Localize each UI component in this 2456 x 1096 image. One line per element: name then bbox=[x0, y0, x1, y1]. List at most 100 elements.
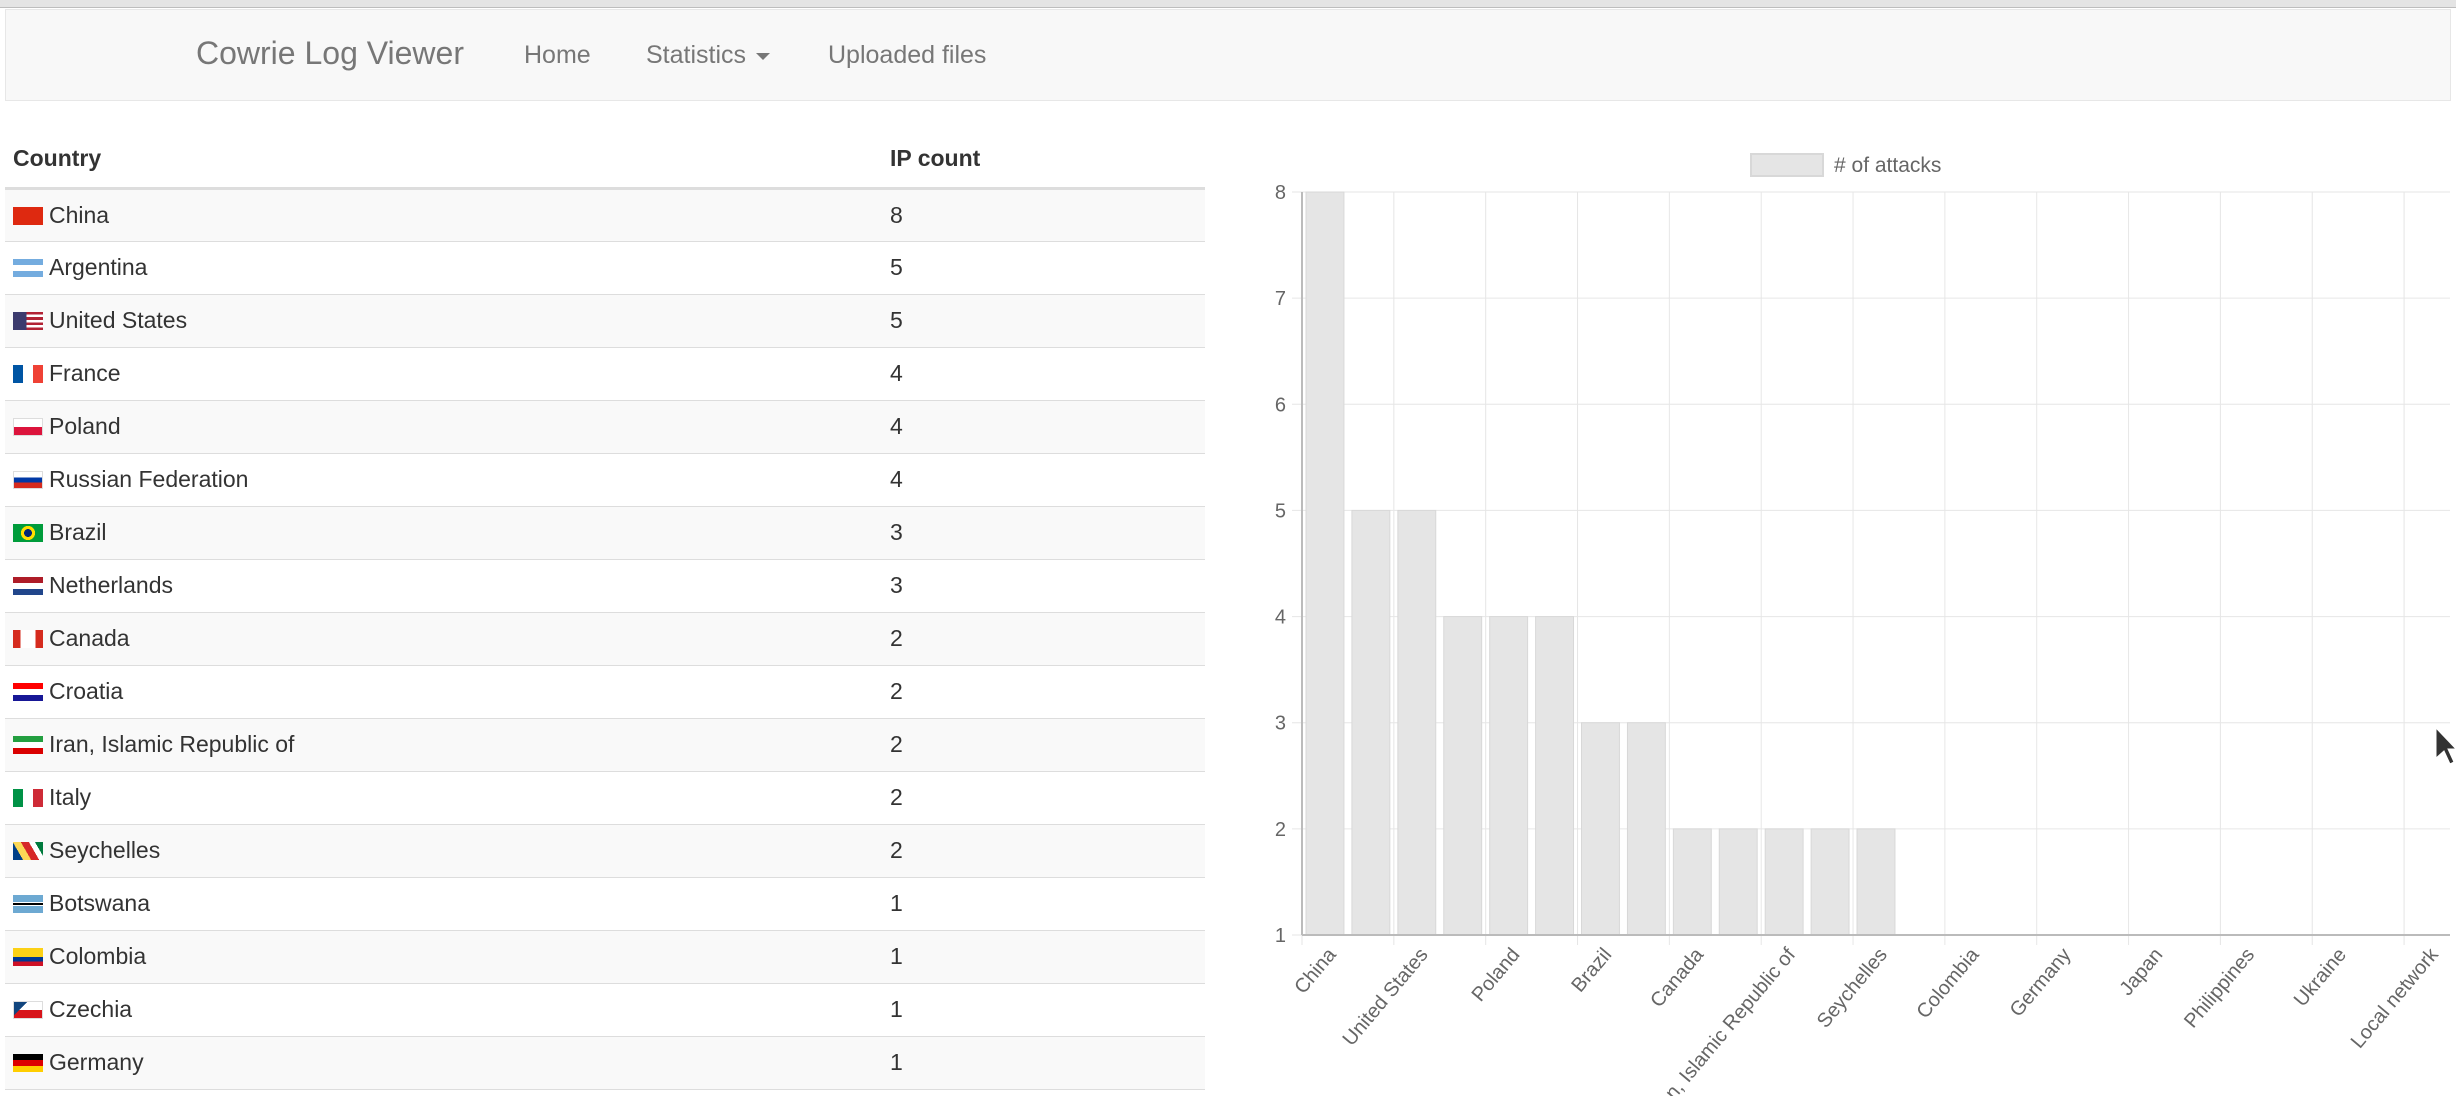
country-name: Russian Federation bbox=[49, 466, 249, 492]
chart-bar bbox=[1626, 722, 1666, 936]
attacks-bar-chart: # of attacks 1 2 3 4 5 6 7 8 China United States Po… bbox=[1230, 130, 2456, 1096]
x-tick-label: Germany bbox=[2006, 944, 2076, 1021]
ip-count-cell: 1 bbox=[882, 1036, 1205, 1090]
botswana-flag-icon bbox=[13, 895, 43, 913]
ip-count-cell: 2 bbox=[882, 824, 1205, 878]
country-cell: Brazil bbox=[5, 506, 882, 560]
czechia-flag-icon bbox=[13, 1001, 43, 1019]
chart-bar bbox=[1718, 828, 1758, 936]
y-tick-label: 3 bbox=[1275, 713, 1286, 735]
country-cell: China bbox=[5, 188, 882, 242]
ip-count-cell: 3 bbox=[882, 506, 1205, 560]
ip-count-cell: 1 bbox=[882, 877, 1205, 931]
ip-count-cell: 1 bbox=[882, 930, 1205, 984]
nav-statistics-dropdown[interactable]: Statistics bbox=[646, 38, 771, 72]
ip-count-cell: 2 bbox=[882, 718, 1205, 772]
country-cell: Croatia bbox=[5, 665, 882, 719]
country-name: Czechia bbox=[49, 996, 133, 1022]
ip-count-cell: 3 bbox=[882, 559, 1205, 613]
country-cell: United States bbox=[5, 294, 882, 348]
y-tick-label: 7 bbox=[1275, 288, 1286, 310]
country-name: Germany bbox=[49, 1049, 144, 1075]
country-name: Brazil bbox=[49, 519, 107, 545]
table-row: Seychelles 2 bbox=[5, 824, 1205, 878]
country-cell: Russian Federation bbox=[5, 453, 882, 507]
chart-bar bbox=[1535, 616, 1575, 936]
chart-bar bbox=[1351, 509, 1391, 936]
country-table: Country IP count China 8 Argentina 5 United … bbox=[5, 130, 1205, 1090]
canada-flag-icon bbox=[13, 630, 43, 648]
country-cell: Iran, Islamic Republic of bbox=[5, 718, 882, 772]
brazil-flag-icon bbox=[13, 524, 43, 542]
x-tick-label: Canada bbox=[1646, 943, 1708, 1011]
croatia-flag-icon bbox=[13, 683, 43, 701]
country-cell: Czechia bbox=[5, 983, 882, 1037]
nav-uploaded-files[interactable]: Uploaded files bbox=[828, 41, 987, 69]
china-flag-icon bbox=[13, 206, 43, 225]
table-row: France 4 bbox=[5, 347, 1205, 401]
chart-bar bbox=[1856, 828, 1896, 936]
country-cell: Poland bbox=[5, 400, 882, 454]
header-ip-count[interactable]: IP count bbox=[882, 130, 1205, 190]
header-country[interactable]: Country bbox=[5, 130, 882, 190]
brand[interactable]: Cowrie Log Viewer bbox=[196, 35, 464, 71]
country-name: Botswana bbox=[49, 890, 151, 916]
country-name: United States bbox=[49, 307, 188, 333]
country-cell: Botswana bbox=[5, 877, 882, 931]
x-tick-label: Ukraine bbox=[2290, 944, 2351, 1011]
ip-count-cell: 4 bbox=[882, 453, 1205, 507]
netherlands-flag-icon bbox=[13, 577, 43, 595]
country-name: Argentina bbox=[49, 254, 148, 280]
chart-bar bbox=[1810, 828, 1850, 936]
table-body: China 8 Argentina 5 United States 5 France 4 Pol… bbox=[5, 188, 1205, 1090]
chart-bar bbox=[1764, 828, 1804, 936]
table-row: Netherlands 3 bbox=[5, 559, 1205, 613]
nav-home[interactable]: Home bbox=[524, 41, 591, 69]
table-row: Botswana 1 bbox=[5, 877, 1205, 931]
country-cell: Argentina bbox=[5, 241, 882, 295]
table-row: Russian Federation 4 bbox=[5, 453, 1205, 507]
country-name: Seychelles bbox=[49, 837, 161, 863]
x-tick-label: China bbox=[1290, 943, 1341, 998]
country-name: China bbox=[49, 201, 110, 228]
table-row: Iran, Islamic Republic of 2 bbox=[5, 718, 1205, 772]
country-cell: Canada bbox=[5, 612, 882, 666]
argentina-flag-icon bbox=[13, 259, 43, 277]
window-top-border bbox=[0, 0, 2456, 8]
iran-flag-icon bbox=[13, 736, 43, 754]
table-row: Italy 2 bbox=[5, 771, 1205, 825]
country-name: Croatia bbox=[49, 678, 124, 704]
legend-swatch bbox=[1750, 153, 1824, 177]
ip-count-cell: 8 bbox=[882, 188, 1205, 242]
russia-flag-icon bbox=[13, 471, 43, 489]
x-tick-label: United States bbox=[1339, 944, 1433, 1050]
x-tick-label: Colombia bbox=[1913, 943, 1985, 1023]
ip-count-cell: 1 bbox=[882, 983, 1205, 1037]
country-name: France bbox=[49, 360, 121, 386]
y-tick-label: 4 bbox=[1275, 607, 1286, 629]
chart-bar bbox=[1397, 509, 1437, 936]
country-cell: Seychelles bbox=[5, 824, 882, 878]
germany-flag-icon bbox=[13, 1054, 43, 1072]
country-name: Colombia bbox=[49, 943, 147, 969]
country-cell: Colombia bbox=[5, 930, 882, 984]
country-name: Iran, Islamic Republic of bbox=[49, 731, 295, 757]
mouse-cursor-icon bbox=[2436, 728, 2456, 765]
chart-bar bbox=[1489, 616, 1529, 936]
table-row: Czechia 1 bbox=[5, 983, 1205, 1037]
x-tick-label: Poland bbox=[1468, 944, 1525, 1006]
x-tick-label: Philippines bbox=[2180, 944, 2259, 1032]
ip-count-cell: 2 bbox=[882, 612, 1205, 666]
y-tick-label: 6 bbox=[1275, 394, 1286, 416]
table-row: Canada 2 bbox=[5, 612, 1205, 666]
x-tick-label: Local network bbox=[2347, 943, 2444, 1052]
table-row: Poland 4 bbox=[5, 400, 1205, 454]
table-row: China 8 bbox=[5, 188, 1205, 242]
x-tick-label: Iran, Islamic Republic of bbox=[1646, 944, 1800, 1096]
y-tick-label: 8 bbox=[1275, 182, 1286, 204]
table-row: Argentina 5 bbox=[5, 241, 1205, 295]
italy-flag-icon bbox=[13, 789, 43, 807]
country-name: Poland bbox=[49, 413, 121, 439]
navbar: Cowrie Log Viewer Home Statistics Upload… bbox=[5, 9, 2451, 101]
